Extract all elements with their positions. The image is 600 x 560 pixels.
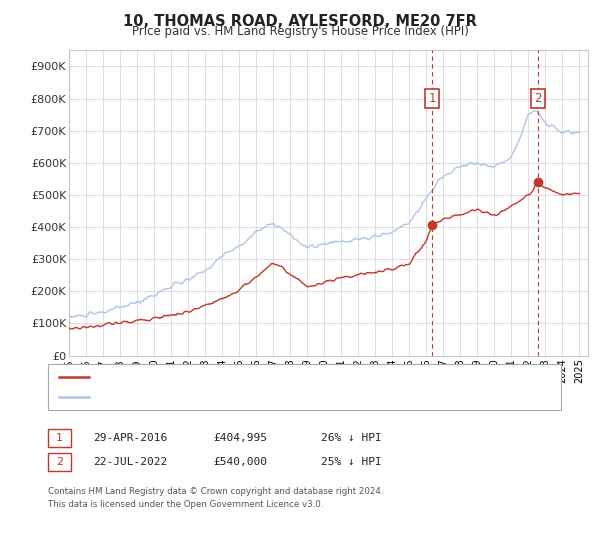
Text: 1: 1: [56, 433, 63, 443]
Text: £404,995: £404,995: [213, 433, 267, 443]
Text: Price paid vs. HM Land Registry's House Price Index (HPI): Price paid vs. HM Land Registry's House …: [131, 25, 469, 38]
Text: HPI: Average price, detached house, Tonbridge and Malling: HPI: Average price, detached house, Tonb…: [93, 392, 401, 402]
Text: 2: 2: [56, 457, 63, 467]
Text: 10, THOMAS ROAD, AYLESFORD, ME20 7FR: 10, THOMAS ROAD, AYLESFORD, ME20 7FR: [123, 14, 477, 29]
Text: 29-APR-2016: 29-APR-2016: [93, 433, 167, 443]
Text: 1: 1: [428, 92, 436, 105]
Text: This data is licensed under the Open Government Licence v3.0.: This data is licensed under the Open Gov…: [48, 500, 323, 508]
Text: 22-JUL-2022: 22-JUL-2022: [93, 457, 167, 467]
Text: 10, THOMAS ROAD, AYLESFORD, ME20 7FR (detached house): 10, THOMAS ROAD, AYLESFORD, ME20 7FR (de…: [93, 372, 412, 382]
Text: Contains HM Land Registry data © Crown copyright and database right 2024.: Contains HM Land Registry data © Crown c…: [48, 487, 383, 496]
Text: £540,000: £540,000: [213, 457, 267, 467]
Text: 25% ↓ HPI: 25% ↓ HPI: [321, 457, 382, 467]
Text: 2: 2: [534, 92, 542, 105]
Text: 26% ↓ HPI: 26% ↓ HPI: [321, 433, 382, 443]
